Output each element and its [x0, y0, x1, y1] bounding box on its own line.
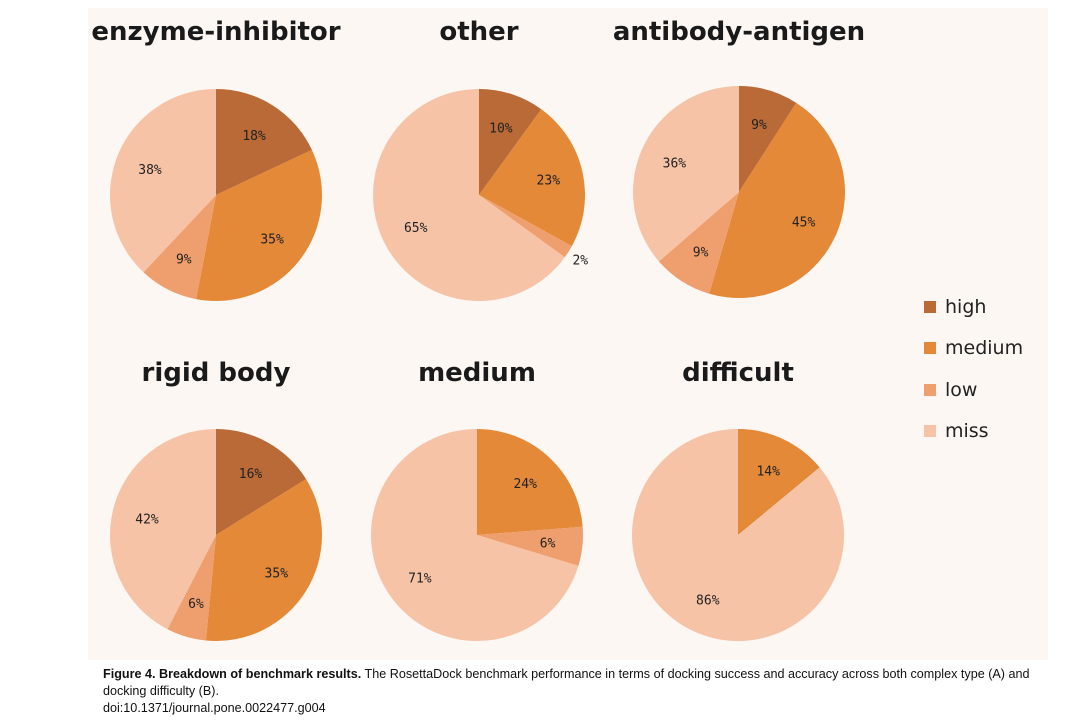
pie-slice-high	[479, 89, 542, 195]
pie-slice-medium	[479, 109, 586, 247]
legend-item-medium: medium	[924, 328, 1064, 370]
pie-slice-miss	[110, 89, 216, 273]
pie-slice-low	[167, 535, 216, 641]
pie-slice-medium	[709, 102, 846, 299]
pie-label-high: 18%	[242, 129, 266, 144]
pie-enzyme-inhibitor: enzyme-inhibitor 18% 35% 9% 38%	[91, 17, 341, 301]
pie-label-miss: 36%	[663, 157, 687, 172]
pie-label-medium: 35%	[260, 233, 284, 248]
caption-title: Figure 4. Breakdown of benchmark results…	[103, 667, 362, 681]
pie-slice-medium	[196, 149, 322, 301]
pie-label-medium: 35%	[265, 566, 289, 581]
legend-label-high: high	[945, 295, 987, 318]
pie-slice-miss	[371, 429, 579, 641]
pie-label-low: 6%	[188, 597, 204, 612]
pie-slice-high	[216, 429, 307, 535]
pie-label-miss: 65%	[404, 221, 428, 236]
pie-label-high: 10%	[489, 122, 513, 137]
pie-slice-miss	[631, 428, 844, 641]
pie-label-low: 6%	[540, 537, 556, 552]
pie-slice-low	[477, 526, 584, 566]
legend: high medium low miss	[924, 286, 1064, 452]
pie-label-low: 9%	[176, 252, 192, 267]
pie-title: enzyme-inhibitor	[91, 17, 340, 47]
pie-medium: medium 24% 6% 71%	[371, 358, 584, 641]
pie-slice-low	[143, 195, 216, 300]
pie-label-high: 9%	[751, 118, 767, 133]
pie-slice-miss	[373, 89, 565, 301]
legend-label-low: low	[945, 378, 978, 401]
pie-label-miss: 86%	[696, 593, 720, 608]
pie-title: other	[439, 17, 518, 47]
pie-label-low: 9%	[693, 246, 709, 261]
pie-label-miss: 38%	[138, 163, 162, 178]
pie-antibody-antigen: antibody-antigen 9% 45% 9% 36%	[613, 17, 865, 299]
pie-slice-high	[739, 86, 797, 192]
legend-label-miss: miss	[945, 420, 989, 443]
legend-item-high: high	[924, 286, 1064, 328]
pie-rigid-body: rigid body 16% 35% 6% 42%	[109, 358, 323, 642]
pie-slice-low	[479, 195, 572, 258]
legend-swatch-high	[924, 300, 936, 313]
figure-caption: Figure 4. Breakdown of benchmark results…	[103, 666, 1033, 717]
caption-text: The RosettaDock benchmark performance in…	[103, 667, 1030, 698]
pie-slice-low	[658, 192, 739, 294]
pie-slice-high	[216, 89, 312, 195]
pie-slice-medium	[205, 479, 323, 642]
pie-slice-medium	[477, 429, 583, 535]
pie-label-medium: 14%	[756, 465, 780, 480]
pie-label-high: 16%	[239, 467, 263, 482]
pie-slice-medium	[738, 429, 820, 535]
pie-title: medium	[418, 358, 536, 388]
caption-doi: doi:10.1371/journal.pone.0022477.g004	[103, 701, 326, 715]
pie-label-medium: 45%	[792, 216, 816, 231]
pie-slice-miss	[109, 429, 216, 630]
pie-label-low: 2%	[572, 253, 588, 268]
legend-swatch-low	[924, 383, 936, 396]
legend-label-medium: medium	[945, 337, 1024, 360]
pie-label-miss: 71%	[408, 571, 432, 586]
pie-slice-miss	[632, 85, 739, 262]
pie-other: other 10% 23% 2% 65%	[373, 17, 588, 301]
legend-item-low: low	[924, 369, 1064, 411]
pie-label-miss: 42%	[135, 512, 159, 527]
pie-label-medium: 24%	[513, 477, 537, 492]
pie-title: antibody-antigen	[613, 17, 865, 47]
legend-swatch-medium	[924, 342, 936, 355]
legend-item-miss: miss	[924, 411, 1064, 453]
legend-swatch-miss	[924, 425, 936, 438]
pie-label-medium: 23%	[537, 174, 561, 189]
pie-title: rigid body	[142, 358, 291, 388]
pie-difficult: difficult 14% 86%	[631, 358, 844, 641]
pie-title: difficult	[682, 358, 794, 388]
